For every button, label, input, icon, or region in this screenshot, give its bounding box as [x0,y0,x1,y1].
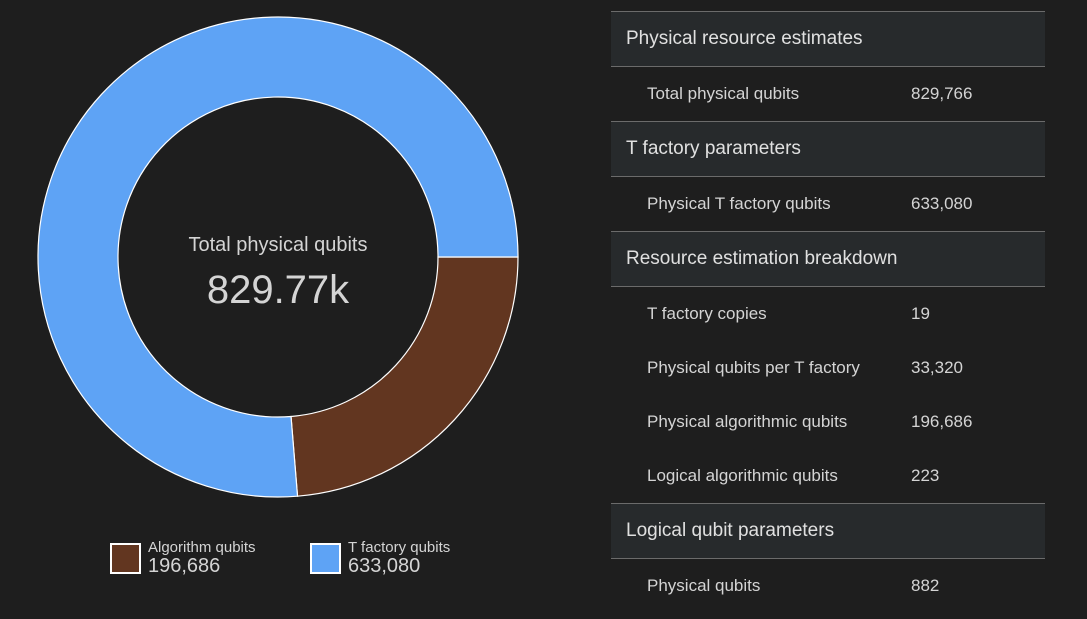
section-header-t-factory-parameters[interactable]: T factory parameters [611,121,1045,177]
row-label: Physical algorithmic qubits [647,412,848,431]
section-title: Logical qubit parameters [626,520,835,541]
legend-item-t-factory-qubits[interactable]: T factory qubits 633,080 [310,540,470,577]
table-row: Physical qubits 882 [611,559,1045,613]
table-row: Physical algorithmic qubits 196,686 [611,395,1045,449]
row-label: Physical T factory qubits [647,194,831,213]
legend-label: Algorithm qubits [148,539,256,556]
section-title: Physical resource estimates [626,28,863,49]
row-label: Total physical qubits [647,84,800,103]
row-value: 33,320 [911,358,963,377]
legend-item-algorithm-qubits[interactable]: Algorithm qubits 196,686 [110,540,270,577]
legend-value: 633,080 [348,554,421,577]
row-value: 196,686 [911,412,973,431]
donut-center-label: Total physical qubits [189,234,368,256]
row-value: 223 [911,466,940,485]
resource-estimates-table: Physical resource estimates Total physic… [611,11,1045,613]
table-row: T factory copies 19 [611,287,1045,341]
section-header-logical-qubit-parameters[interactable]: Logical qubit parameters [611,503,1045,559]
row-value: 19 [911,304,930,323]
row-label: Physical qubits [647,576,761,595]
legend-value: 196,686 [148,554,221,577]
section-header-physical-resource-estimates[interactable]: Physical resource estimates [611,11,1045,67]
donut-slice-algorithm-qubits[interactable] [290,256,519,497]
table-row: Total physical qubits 829,766 [611,67,1045,121]
table-row: Physical T factory qubits 633,080 [611,177,1045,231]
donut-slices [37,16,519,498]
legend-swatch-algorithm-qubits [110,543,141,574]
chart-legend: Algorithm qubits 196,686 T factory qubit… [110,540,470,577]
row-value: 633,080 [911,194,973,213]
row-label: Logical algorithmic qubits [647,466,838,485]
section-title: T factory parameters [626,138,801,159]
row-label: Physical qubits per T factory [647,358,860,377]
legend-label: T factory qubits [348,539,451,556]
section-header-resource-estimation-breakdown[interactable]: Resource estimation breakdown [611,231,1045,287]
row-label: T factory copies [647,304,767,323]
table-row: Physical qubits per T factory 33,320 [611,341,1045,395]
row-value: 882 [911,576,940,595]
donut-center-value: 829.77k [207,268,350,312]
donut-chart: Total physical qubits 829.77k [37,16,519,498]
row-value: 829,766 [911,84,973,103]
donut-slice-t-factory-qubits[interactable] [37,16,519,498]
section-title: Resource estimation breakdown [626,248,898,269]
table-row: Logical algorithmic qubits 223 [611,449,1045,503]
legend-swatch-t-factory-qubits [310,543,341,574]
